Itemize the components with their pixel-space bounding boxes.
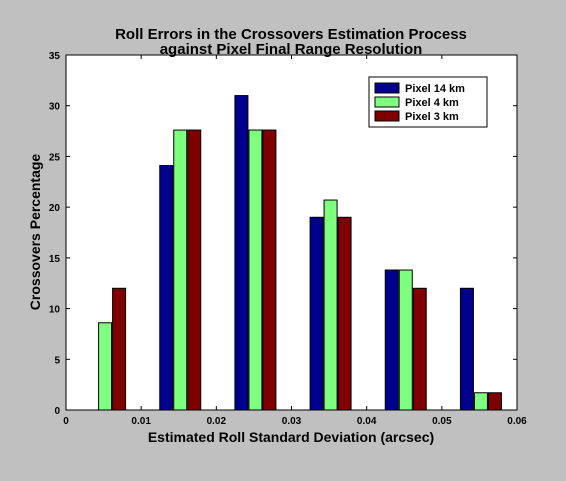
chart-title-line-1: Roll Errors in the Crossovers Estimation…: [115, 26, 467, 43]
bar-series1-cat6: [459, 287, 474, 411]
bar-series2-cat5: [398, 269, 413, 411]
y-tick-label: 20: [49, 203, 61, 214]
x-tick-label: 0.06: [507, 416, 527, 427]
legend: Pixel 14 km Pixel 4 km Pixel 3 km: [368, 76, 488, 128]
bar-series3-cat3: [262, 129, 277, 411]
bars-group: [98, 95, 502, 411]
x-tick-label: 0.03: [282, 416, 302, 427]
bar-series3-cat6: [487, 392, 502, 411]
x-tick-label: 0.02: [207, 416, 227, 427]
y-tick-label: 30: [49, 102, 61, 113]
chart-title-line-2: against Pixel Final Range Resolution: [160, 41, 423, 58]
axes-group: [65, 54, 518, 411]
bar-series1-cat5: [384, 269, 399, 411]
legend-swatch: [374, 110, 400, 122]
bar-series3-cat1: [112, 287, 127, 411]
x-tick-label: 0.05: [432, 416, 452, 427]
legend-label: Pixel 3 km: [405, 111, 459, 123]
y-axis-label: Crossovers Percentage: [27, 154, 43, 311]
legend-swatch: [374, 96, 400, 108]
y-tick-label: 35: [49, 51, 61, 62]
legend-label: Pixel 14 km: [405, 83, 465, 95]
bar-series2-cat1: [98, 322, 113, 411]
x-tick-label: 0.01: [131, 416, 151, 427]
x-tick-labels: 0 0.01 0.02 0.03 0.04 0.05 0.06: [63, 416, 527, 427]
y-tick-label: 25: [49, 152, 61, 163]
x-tick-label: 0: [63, 416, 69, 427]
y-tick-labels: 0 5 10 15 20 25 30 35: [49, 51, 61, 417]
bar-series2-cat3: [248, 129, 263, 411]
bar-series3-cat5: [412, 287, 427, 411]
bar-series2-cat4: [323, 199, 338, 411]
y-tick-label: 10: [49, 305, 61, 316]
bar-series2-cat2: [173, 129, 188, 411]
x-axis-label: Estimated Roll Standard Deviation (arcse…: [148, 429, 434, 445]
bar-series1-cat4: [309, 216, 324, 411]
bar-series3-cat4: [337, 216, 352, 411]
bar-series1-cat2: [159, 165, 174, 411]
bar-series2-cat6: [473, 392, 488, 411]
bar-series1-cat3: [234, 95, 249, 411]
y-tick-label: 0: [54, 406, 60, 417]
legend-label: Pixel 4 km: [405, 97, 459, 109]
y-tick-label: 5: [54, 355, 60, 366]
legend-swatch: [374, 82, 400, 94]
y-tick-label: 15: [49, 254, 61, 265]
bar-series3-cat2: [187, 129, 202, 411]
x-tick-label: 0.04: [357, 416, 377, 427]
